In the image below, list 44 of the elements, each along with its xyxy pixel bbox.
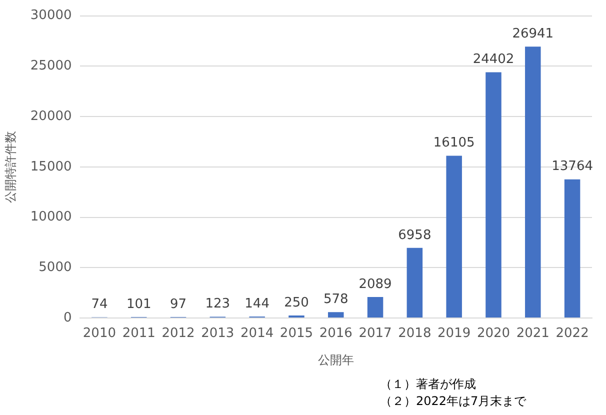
y-tick-label: 20000 [30,108,72,124]
y-axis-title: 公開特許件数 [3,130,18,203]
x-tick-label: 2013 [201,326,234,342]
x-tick-label: 2018 [398,326,432,342]
x-tick-label: 2016 [319,326,352,342]
x-tick-label: 2015 [280,326,314,342]
y-tick-label: 15000 [30,159,72,174]
x-tick-label: 2012 [162,326,195,342]
x-tick-label: 2020 [476,326,510,342]
data-label: 26941 [512,26,554,42]
data-label: 144 [244,296,270,312]
data-label: 578 [323,292,348,308]
y-tick-label: 25000 [30,58,72,74]
data-label: 16105 [433,136,475,151]
x-tick-label: 2019 [438,326,471,342]
bar [406,248,423,318]
y-tick-label: 10000 [30,210,72,225]
bar [446,156,462,318]
x-axis-title: 公開年 [318,352,354,367]
data-label: 123 [205,296,230,312]
data-label: 6958 [398,228,432,243]
data-label: 13764 [552,159,593,174]
x-tick-label: 2014 [240,326,274,342]
y-tick-label: 0 [63,310,72,326]
bar [328,312,344,318]
data-label: 74 [91,297,108,312]
x-tick-label: 2021 [516,326,550,342]
bar [486,72,502,318]
data-label: 2089 [358,276,392,292]
data-label: 101 [126,296,152,312]
x-tick-label: 2017 [358,326,392,342]
bar [525,46,541,318]
text: （１）著者が作成 [380,376,477,393]
data-label: 97 [170,296,187,312]
y-tick-label: 5000 [38,260,72,276]
bar [367,296,384,318]
x-tick-label: 2011 [122,326,156,342]
data-label: 250 [284,295,309,310]
data-label: 24402 [472,52,514,68]
x-tick-label: 2010 [82,326,116,342]
bar [564,179,580,318]
text: （２）2022年は7月末まで [380,393,526,410]
y-tick-label: 30000 [30,8,72,24]
x-tick-label: 2022 [556,326,589,342]
